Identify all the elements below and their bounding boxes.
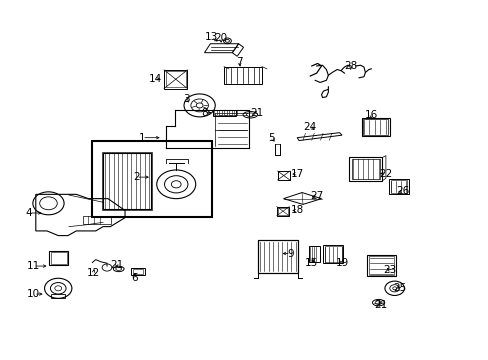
Text: 21: 21: [374, 300, 387, 310]
Bar: [234, 111, 236, 116]
Text: 10: 10: [27, 289, 41, 299]
Text: 14: 14: [149, 74, 162, 84]
Bar: [103, 153, 151, 210]
Text: 25: 25: [392, 283, 406, 293]
Text: 17: 17: [290, 168, 303, 179]
Bar: [212, 110, 236, 116]
Bar: [229, 111, 231, 116]
Text: 9: 9: [287, 248, 294, 258]
Bar: [325, 246, 341, 262]
Text: 22: 22: [379, 168, 392, 179]
Text: 23: 23: [383, 265, 396, 275]
Bar: [133, 269, 143, 274]
Text: 26: 26: [396, 186, 409, 197]
Text: 4: 4: [25, 208, 32, 218]
Bar: [278, 208, 287, 215]
Text: 16: 16: [364, 111, 377, 121]
Bar: [214, 111, 216, 116]
Bar: [102, 152, 152, 210]
Text: 21: 21: [110, 260, 123, 270]
Text: 7: 7: [236, 57, 243, 67]
Text: 13: 13: [204, 32, 218, 42]
Bar: [257, 240, 297, 273]
Text: 19: 19: [335, 258, 348, 268]
Bar: [276, 207, 289, 216]
Bar: [131, 268, 145, 275]
Bar: [257, 240, 297, 273]
Bar: [224, 67, 262, 84]
Bar: [82, 216, 111, 224]
Text: 24: 24: [303, 122, 316, 132]
Bar: [348, 157, 382, 181]
Bar: [219, 111, 221, 116]
Text: 6: 6: [131, 273, 138, 283]
Text: 11: 11: [27, 261, 41, 271]
Bar: [165, 71, 185, 87]
Bar: [368, 256, 393, 275]
Bar: [49, 251, 68, 265]
Bar: [277, 171, 289, 180]
Text: 5: 5: [268, 133, 275, 143]
Text: 28: 28: [344, 61, 357, 71]
Bar: [51, 252, 66, 264]
Text: 21: 21: [249, 108, 263, 118]
Text: 2: 2: [133, 172, 139, 182]
Text: 1: 1: [139, 133, 145, 143]
Bar: [163, 70, 187, 89]
Bar: [361, 118, 389, 136]
Text: 27: 27: [309, 191, 323, 201]
Bar: [323, 245, 342, 263]
Bar: [51, 294, 65, 298]
Text: 18: 18: [290, 206, 303, 216]
Bar: [366, 255, 395, 276]
Bar: [308, 246, 319, 262]
Text: 3: 3: [183, 94, 189, 104]
Bar: [390, 180, 407, 193]
Text: 20: 20: [214, 33, 227, 43]
Text: 8: 8: [201, 108, 207, 118]
Bar: [351, 159, 379, 179]
Text: 12: 12: [86, 268, 100, 278]
Bar: [388, 179, 408, 194]
Bar: [92, 140, 211, 217]
Bar: [224, 111, 226, 116]
Text: 15: 15: [305, 258, 318, 268]
Bar: [363, 119, 387, 135]
